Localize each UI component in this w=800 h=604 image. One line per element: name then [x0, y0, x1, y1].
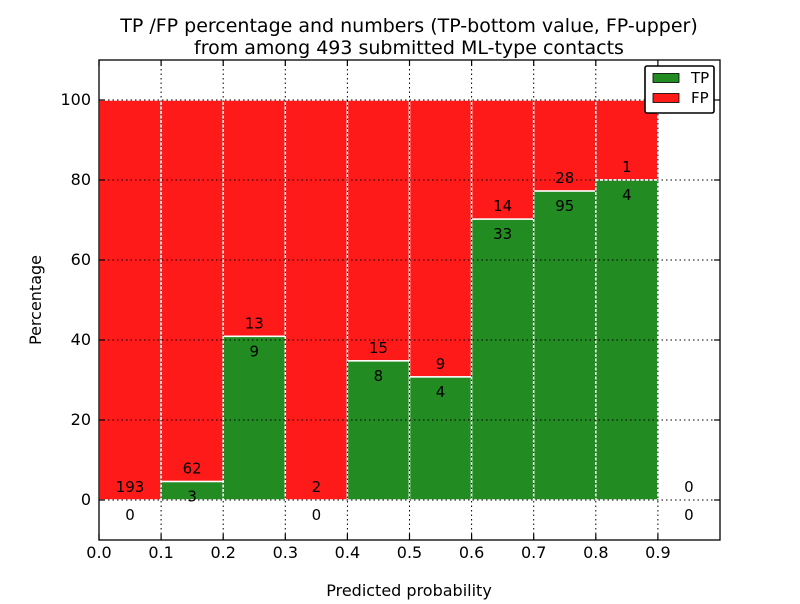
bar-segment-fp: [470, 99, 535, 220]
y-tick-label: 100: [60, 90, 91, 109]
bar-segment-fp: [408, 99, 473, 378]
bar-segment-fp: [346, 99, 411, 362]
tp-count-label: 4: [622, 186, 632, 204]
legend-label-fp: FP: [691, 89, 709, 107]
x-tick-label: 0.0: [86, 543, 111, 562]
fp-count-label: 15: [369, 339, 388, 357]
bar-segment-tp: [470, 218, 535, 501]
fp-count-label: 1: [622, 158, 632, 176]
fp-count-label: 0: [684, 478, 694, 496]
legend-swatch-fp-icon: [652, 93, 680, 103]
fp-count-label: 28: [555, 169, 574, 187]
bar-segment-fp: [284, 99, 349, 501]
bar-segment-tp: [346, 360, 411, 501]
y-tick-label: 20: [71, 410, 91, 429]
x-tick-label: 0.5: [397, 543, 422, 562]
x-tick-label: 0.9: [645, 543, 670, 562]
fp-count-label: 13: [245, 314, 264, 332]
tp-count-label: 0: [312, 506, 322, 524]
tp-count-label: 0: [684, 506, 694, 524]
x-tick-label: 0.1: [148, 543, 173, 562]
tp-count-label: 8: [374, 367, 384, 385]
bar-segment-fp: [98, 99, 162, 501]
fp-count-label: 14: [493, 197, 512, 215]
x-tick-label: 0.2: [210, 543, 235, 562]
bar-segment-tp: [408, 376, 473, 501]
chart-title-line1: TP /FP percentage and numbers (TP-bottom…: [119, 15, 698, 37]
y-tick-label: 40: [71, 330, 91, 349]
tp-count-label: 0: [125, 506, 135, 524]
bar-segment-fp: [222, 99, 287, 338]
x-tick-label: 0.8: [583, 543, 608, 562]
x-tick-label: 0.7: [521, 543, 546, 562]
fp-count-label: 9: [436, 355, 446, 373]
tp-count-label: 95: [555, 197, 574, 215]
tp-count-label: 33: [493, 225, 512, 243]
x-axis-label: Predicted probability: [326, 581, 492, 600]
tp-count-label: 9: [249, 342, 259, 360]
bar-segment-tp: [222, 335, 287, 501]
fp-count-label: 2: [312, 478, 322, 496]
tp-count-label: 4: [436, 383, 446, 401]
fp-count-label: 193: [116, 478, 145, 496]
bar-segment-tp: [532, 190, 597, 501]
y-axis-label: Percentage: [26, 255, 45, 345]
chart-title-line2: from among 493 submitted ML-type contact…: [194, 37, 624, 59]
x-tick-label: 0.6: [459, 543, 484, 562]
legend-label-tp: TP: [690, 69, 709, 87]
y-tick-label: 60: [71, 250, 91, 269]
bar-segment-fp: [160, 99, 224, 483]
legend-swatch-tp-icon: [652, 73, 680, 83]
x-tick-label: 0.3: [273, 543, 298, 562]
x-tick-label: 0.4: [335, 543, 360, 562]
y-tick-label: 80: [71, 170, 91, 189]
y-tick-label: 0: [81, 490, 91, 509]
tp-count-label: 3: [187, 488, 197, 506]
fp-count-label: 62: [183, 460, 202, 478]
